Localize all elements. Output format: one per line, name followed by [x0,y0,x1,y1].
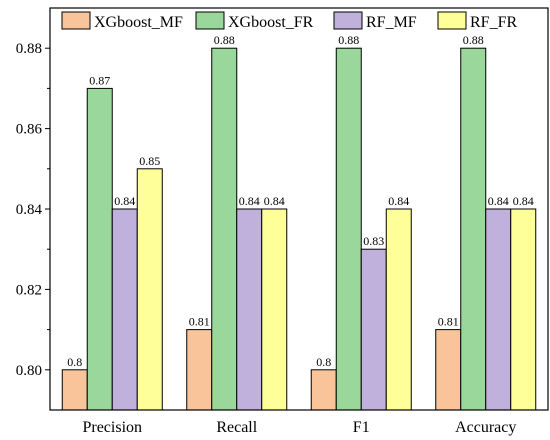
bar-rf-mf-f1 [360,248,387,411]
data-label: 0.8 [316,355,331,369]
bar-xgboost-mf-accuracy [435,329,462,411]
bars-layer [61,47,537,411]
legend-label: RF_FR [470,14,517,31]
y-tick-label: 0.88 [16,41,42,57]
data-label: 0.8 [67,355,82,369]
legend-label: XGboost_FR [228,14,314,31]
legend-swatch-rf-mf [333,11,363,30]
data-label: 0.84 [388,194,409,208]
bar-rf-fr-f1 [385,208,412,411]
y-tick-label: 0.84 [16,202,43,218]
data-label: 0.88 [338,33,359,47]
bar-rf-fr-precision [136,168,163,411]
data-label: 0.85 [139,154,160,168]
data-label: 0.87 [89,73,110,87]
data-label: 0.83 [363,234,384,248]
x-tick-label: Accuracy [455,419,516,436]
x-tick-label: F1 [353,419,370,436]
legend-swatch-xgboost-mf [61,11,91,30]
bar-xgboost-fr-f1 [335,47,362,411]
bar-xgboost-fr-accuracy [460,47,487,411]
data-label: 0.84 [239,194,260,208]
data-label: 0.88 [214,33,235,47]
data-label: 0.81 [438,315,459,329]
data-label: 0.84 [114,194,135,208]
axes-layer: Precision Recall F1 Accuracy0.800.820.840.8… [16,7,549,436]
legend-swatch-xgboost-fr [195,11,225,30]
bar-rf-mf-recall [236,208,263,411]
bar-rf-mf-precision [111,208,138,411]
y-tick-label: 0.80 [16,363,42,379]
y-tick-label: 0.82 [16,282,42,298]
bar-rf-mf-accuracy [485,208,512,411]
legend-label: RF_MF [366,14,417,31]
data-label: 0.88 [463,33,484,47]
data-label: 0.81 [189,315,210,329]
data-label: 0.84 [488,194,509,208]
bar-rf-fr-recall [261,208,288,411]
legend-swatch-rf-fr [437,11,467,30]
bar-xgboost-mf-precision [61,369,88,411]
bar-xgboost-fr-precision [86,87,113,411]
bar-xgboost-fr-recall [211,47,238,411]
data-label: 0.84 [513,194,534,208]
x-tick-label: Recall [216,419,257,436]
data-labels-layer: 0.8 0.87 0.84 0.85 0.81 0.88 0.84 0.84 0.8 0.88 0.… [67,33,534,369]
data-label: 0.84 [264,194,285,208]
x-tick-label: Precision [82,419,142,436]
bar-xgboost-mf-f1 [310,369,337,411]
legend-label: XGboost_MF [94,14,183,31]
bar-xgboost-mf-recall [186,329,213,411]
bar-rf-fr-accuracy [510,208,537,411]
y-tick-label: 0.86 [16,122,43,138]
legend: XGboost_MF XGboost_FR RF_MF RF_FR [61,11,517,31]
